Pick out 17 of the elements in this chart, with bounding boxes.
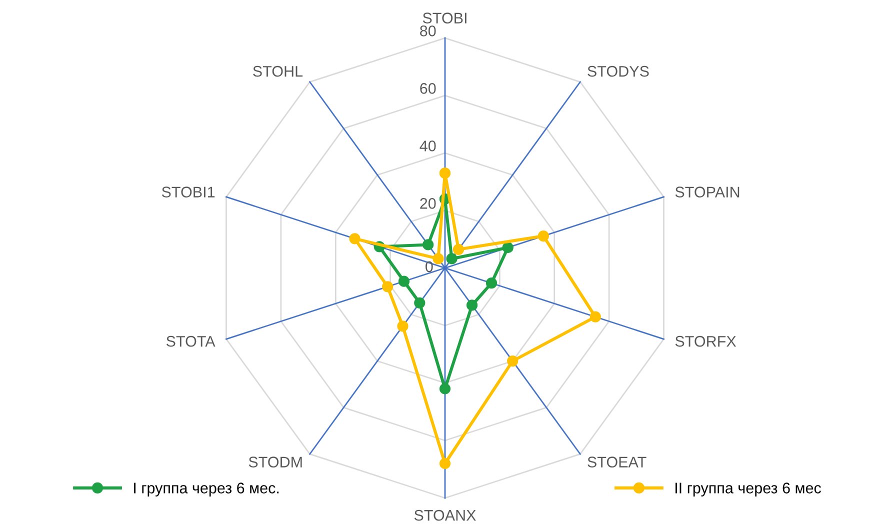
y-tick-label: 80 [420,26,436,36]
y-tick-label: 60 [420,83,436,94]
legend-label: II группа через 6 мес [676,482,821,496]
spoke-label: STOEAT [588,456,646,468]
spoke-label: STOANX [414,510,476,521]
spoke-label: STODYS [588,66,649,77]
y-tick-label: 40 [420,140,436,152]
spoke-label: STOPAIN [675,186,740,198]
spoke-label: STOBI1 [162,186,215,198]
spoke-label: STORFX [675,336,736,347]
spoke-label: STOTA [166,336,216,347]
spoke-label: STOBI [422,12,466,24]
y-tick-label: 20 [420,198,436,209]
spoke-label: STODM [248,456,302,468]
y-tick-label: 0 [426,261,433,272]
spoke-label: STOHL [253,66,303,77]
legend-label: I группа через 6 мес. [134,482,279,496]
